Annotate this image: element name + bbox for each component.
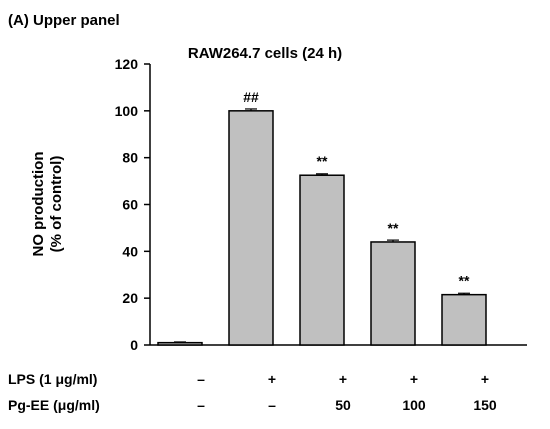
condition-row-label: Pg-EE (μg/ml) [8,397,100,413]
y-axis-label: NO production (% of control) [30,152,65,257]
condition-value: – [197,397,205,413]
panel-label: (A) Upper panel [8,12,120,29]
y-tick-label: 60 [122,197,138,213]
condition-value: 100 [402,397,426,413]
y-tick-label: 40 [122,243,138,259]
condition-row-label: LPS (1 μg/ml) [8,371,97,387]
y-axis-label-line1: NO production [30,152,47,257]
y-axis-label-line2: (% of control) [48,156,65,253]
condition-value: + [339,371,347,387]
condition-value: + [268,371,276,387]
significance-label: ** [317,153,328,169]
chart-title: RAW264.7 cells (24 h) [188,45,342,62]
condition-value: – [197,371,205,387]
bar [370,241,416,346]
y-tick-label: 0 [130,337,138,353]
significance-label: ** [459,273,470,289]
plot-area: 0 20 40 60 80 100 120 ## ** ** ** [115,56,527,353]
bar [299,174,345,346]
y-tick-label: 120 [115,56,139,72]
condition-value: + [410,371,418,387]
condition-value: 150 [473,397,497,413]
bar [441,293,487,346]
condition-value: + [481,371,489,387]
bar [157,341,203,346]
significance-label: ## [243,89,259,105]
bar [228,110,274,346]
y-tick-label: 80 [122,150,138,166]
significance-label: ** [388,220,399,236]
condition-value: – [268,397,276,413]
y-tick-label: 100 [115,103,139,119]
condition-value: 50 [335,397,351,413]
y-tick-label: 20 [122,290,138,306]
condition-table: LPS (1 μg/ml) – + + + + Pg-EE (μg/ml) – – 50 100 15… [8,371,497,413]
